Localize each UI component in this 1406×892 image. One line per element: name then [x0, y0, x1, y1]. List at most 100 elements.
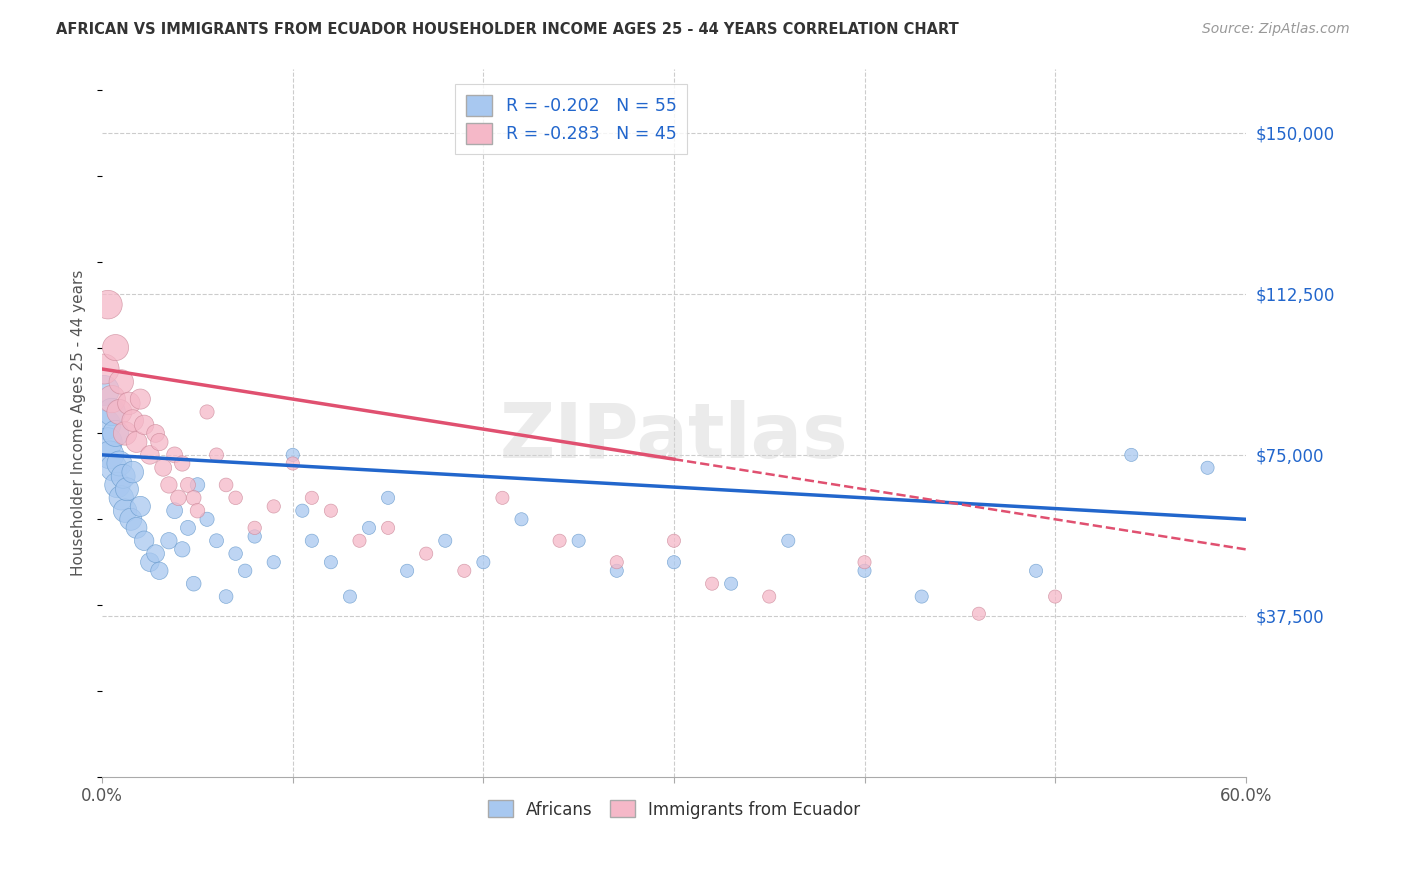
Point — [163, 504, 186, 518]
Point — [134, 533, 156, 548]
Point — [108, 457, 131, 471]
Point — [568, 533, 591, 548]
Point — [700, 576, 723, 591]
Point — [121, 465, 143, 479]
Legend: Africans, Immigrants from Ecuador: Africans, Immigrants from Ecuador — [481, 794, 866, 825]
Y-axis label: Householder Income Ages 25 - 44 years: Householder Income Ages 25 - 44 years — [72, 269, 86, 576]
Point — [205, 448, 228, 462]
Point — [357, 521, 380, 535]
Point — [148, 435, 170, 450]
Point — [967, 607, 990, 621]
Point — [911, 590, 934, 604]
Point — [606, 564, 628, 578]
Point — [1043, 590, 1066, 604]
Point — [215, 478, 238, 492]
Point — [263, 555, 285, 569]
Point — [112, 469, 135, 483]
Point — [103, 460, 125, 475]
Point — [215, 590, 238, 604]
Point — [510, 512, 533, 526]
Point — [157, 533, 180, 548]
Point — [110, 491, 132, 505]
Point — [157, 478, 180, 492]
Point — [263, 500, 285, 514]
Point — [100, 405, 122, 419]
Point — [195, 512, 218, 526]
Point — [205, 533, 228, 548]
Point — [115, 482, 138, 496]
Point — [97, 435, 120, 450]
Point — [167, 491, 190, 505]
Point — [172, 457, 194, 471]
Point — [134, 417, 156, 432]
Point — [319, 555, 342, 569]
Point — [183, 576, 205, 591]
Point — [125, 435, 148, 450]
Point — [853, 555, 876, 569]
Point — [339, 590, 361, 604]
Point — [1025, 564, 1047, 578]
Point — [662, 555, 685, 569]
Point — [139, 555, 162, 569]
Point — [93, 362, 115, 376]
Point — [233, 564, 256, 578]
Point — [152, 460, 174, 475]
Point — [186, 504, 208, 518]
Point — [396, 564, 419, 578]
Point — [720, 576, 742, 591]
Point — [415, 547, 437, 561]
Point — [548, 533, 571, 548]
Point — [120, 512, 142, 526]
Point — [319, 504, 342, 518]
Point — [281, 457, 304, 471]
Point — [114, 504, 136, 518]
Point — [139, 448, 162, 462]
Point — [148, 564, 170, 578]
Point — [243, 529, 266, 543]
Point — [163, 448, 186, 462]
Point — [301, 491, 323, 505]
Point — [778, 533, 800, 548]
Point — [145, 547, 167, 561]
Point — [291, 504, 314, 518]
Text: Source: ZipAtlas.com: Source: ZipAtlas.com — [1202, 22, 1350, 37]
Point — [225, 547, 247, 561]
Point — [94, 417, 117, 432]
Point — [177, 521, 200, 535]
Point — [97, 298, 120, 312]
Point — [434, 533, 457, 548]
Point — [183, 491, 205, 505]
Point — [243, 521, 266, 535]
Point — [125, 521, 148, 535]
Point — [1121, 448, 1143, 462]
Point — [93, 384, 115, 398]
Point — [377, 521, 399, 535]
Point — [129, 392, 152, 406]
Point — [758, 590, 780, 604]
Point — [110, 375, 132, 389]
Point — [491, 491, 513, 505]
Point — [453, 564, 475, 578]
Point — [186, 478, 208, 492]
Point — [1197, 460, 1219, 475]
Point — [172, 542, 194, 557]
Point — [195, 405, 218, 419]
Point — [114, 426, 136, 441]
Point — [104, 426, 127, 441]
Point — [853, 564, 876, 578]
Point — [107, 478, 129, 492]
Point — [662, 533, 685, 548]
Point — [145, 426, 167, 441]
Point — [104, 341, 127, 355]
Point — [108, 405, 131, 419]
Text: AFRICAN VS IMMIGRANTS FROM ECUADOR HOUSEHOLDER INCOME AGES 25 - 44 YEARS CORRELA: AFRICAN VS IMMIGRANTS FROM ECUADOR HOUSE… — [56, 22, 959, 37]
Point — [606, 555, 628, 569]
Point — [129, 500, 152, 514]
Point — [118, 396, 141, 410]
Point — [349, 533, 371, 548]
Point — [98, 448, 121, 462]
Point — [100, 392, 122, 406]
Point — [225, 491, 247, 505]
Point — [472, 555, 495, 569]
Point — [281, 448, 304, 462]
